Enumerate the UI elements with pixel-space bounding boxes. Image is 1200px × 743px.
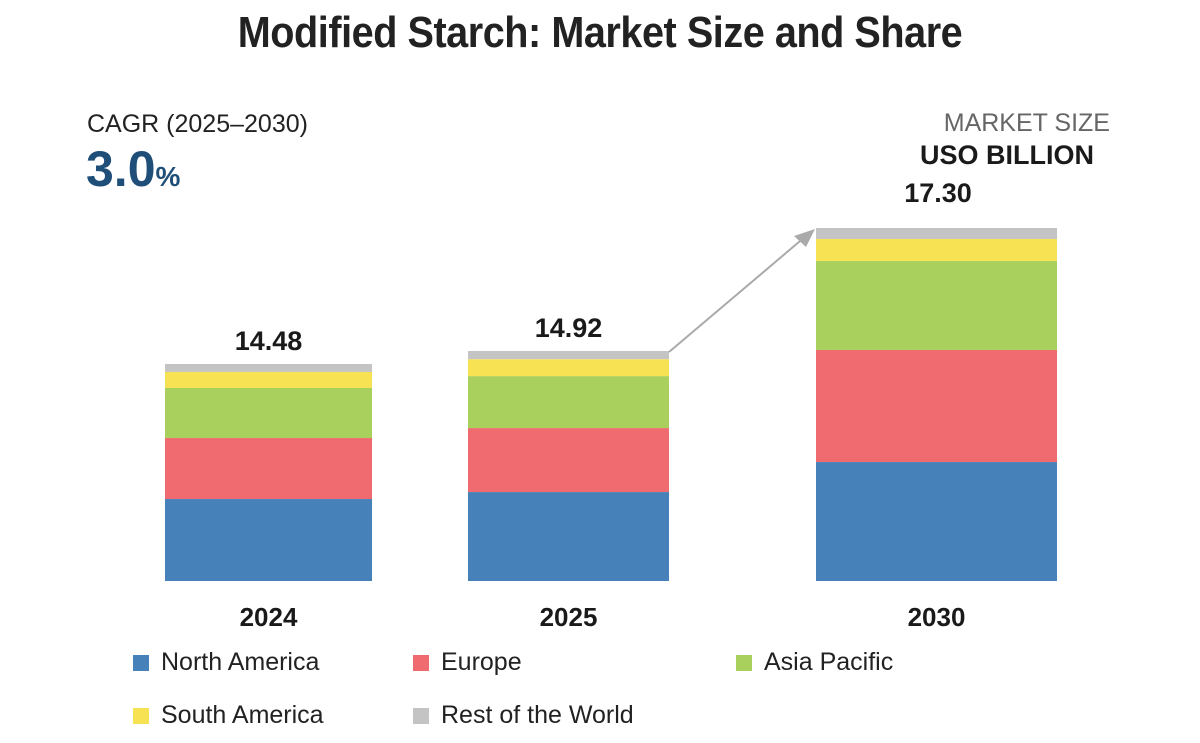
category-label-2025: 2025 [540, 602, 598, 632]
bar-segment-2025-0 [468, 492, 669, 581]
bar-segment-2030-0 [816, 462, 1057, 581]
legend-swatch [413, 707, 429, 724]
legend-label: North America [161, 648, 320, 676]
market-size-label: MARKET SIZE [943, 109, 1110, 137]
legend-item: Europe [413, 648, 522, 677]
total-label-2025: 14.92 [535, 313, 603, 343]
category-label-2030: 2030 [908, 602, 966, 632]
bar-segment-2024-0 [165, 499, 372, 581]
bar-segment-2024-3 [165, 371, 372, 388]
bar-segment-2024-1 [165, 438, 372, 500]
cagr-value: 3.0% [86, 140, 180, 198]
bar-segment-2030-2 [816, 261, 1057, 351]
category-label-2024: 2024 [240, 602, 298, 632]
legend-item: Asia Pacific [736, 648, 893, 677]
legend-item: North America [133, 648, 319, 677]
legend-label: Europe [441, 648, 522, 676]
bar-segment-2024-4 [165, 364, 372, 372]
bar-segment-2030-3 [816, 239, 1057, 262]
legend-swatch [133, 707, 149, 724]
legend-swatch [413, 654, 429, 671]
legend-swatch [133, 654, 149, 671]
cagr-label: CAGR (2025–2030) [87, 110, 308, 138]
legend-swatch [736, 654, 752, 671]
legend-label: Asia Pacific [764, 648, 894, 676]
cagr-unit: % [155, 161, 181, 192]
bar-segment-2024-2 [165, 387, 372, 439]
bar-segment-2025-1 [468, 428, 669, 493]
total-label-2024: 14.48 [235, 326, 303, 356]
bar-segment-2025-3 [468, 359, 669, 377]
legend-item: South America [133, 701, 324, 730]
legend-item: Rest of the World [413, 701, 634, 730]
bar-segment-2025-4 [468, 351, 669, 360]
chart-title: Modified Starch: Market Size and Share [237, 8, 963, 57]
legend-label: Rest of the World [441, 701, 634, 729]
cagr-number: 3.0 [86, 141, 156, 197]
bar-segment-2025-2 [468, 376, 669, 429]
growth-arrow [668, 235, 807, 353]
bar-segment-2030-1 [816, 350, 1057, 463]
market-size-unit: USO BILLION [920, 140, 1094, 170]
legend-label: South America [161, 701, 324, 729]
growth-arrowhead-icon [794, 229, 815, 247]
total-label-2030: 17.30 [904, 178, 972, 208]
bar-segment-2030-4 [816, 228, 1057, 240]
